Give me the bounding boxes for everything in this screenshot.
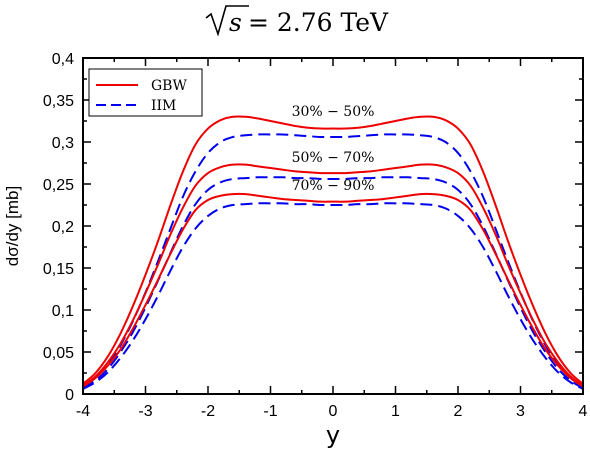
annotation-50-70: 50% − 70% <box>292 150 375 166</box>
series-line-gbw-3 <box>82 163 584 387</box>
y-tick-label: 0,35 <box>43 93 74 110</box>
sqrt-radical-sign <box>205 5 249 37</box>
y-tick-label: 0,4 <box>52 51 74 68</box>
y-tick-label: 0,05 <box>43 345 74 362</box>
y-tick-label: 0,15 <box>43 261 74 278</box>
series-annotations: 30% − 50% 50% − 70% 70% − 90% <box>292 104 375 194</box>
x-tick-label: -1 <box>263 403 277 420</box>
legend-label-gbw: GBW <box>151 78 187 94</box>
y-tick-label: 0,25 <box>43 177 74 194</box>
legend-box <box>88 68 203 117</box>
x-axis-label: y <box>326 421 340 449</box>
x-tick-label: 2 <box>454 403 463 420</box>
x-tick-label: 0 <box>329 403 338 420</box>
chart-title-radicand: s <box>229 8 242 37</box>
y-tick-label: 0,2 <box>52 219 74 236</box>
series-curves <box>82 115 584 390</box>
x-tick-label: 1 <box>391 403 400 420</box>
x-tick-label: 4 <box>579 403 588 420</box>
y-axis-ticks: 0 0,05 0,1 0,15 0,2 0,25 0,3 0,35 0,4 <box>43 51 583 404</box>
series-line-iim-6 <box>82 202 584 390</box>
series-line-gbw-5 <box>82 192 584 388</box>
annotation-30-50: 30% − 50% <box>292 104 375 120</box>
y-axis-label: dσ/dy [mb] <box>3 186 22 266</box>
y-tick-label: 0 <box>65 387 74 404</box>
annotation-70-90: 70% − 90% <box>292 178 375 194</box>
series-line-iim-4 <box>82 176 584 389</box>
x-axis-ticks: -4 -3 -2 -1 0 1 2 3 4 <box>76 58 588 420</box>
x-tick-label: -2 <box>201 403 215 420</box>
series-line-gbw-1 <box>82 115 584 385</box>
series-line-iim-2 <box>82 133 584 388</box>
x-tick-label: 3 <box>516 403 525 420</box>
y-tick-label: 0,3 <box>52 135 74 152</box>
y-tick-label: 0,1 <box>52 303 74 320</box>
x-tick-label: -3 <box>138 403 152 420</box>
x-tick-label: -4 <box>76 403 90 420</box>
legend: GBW IIM <box>88 68 203 117</box>
chart-title-rest: = 2.76 TeV <box>248 8 389 37</box>
legend-label-iim: IIM <box>151 98 176 114</box>
chart-title: s = 2.76 TeV <box>205 5 389 37</box>
